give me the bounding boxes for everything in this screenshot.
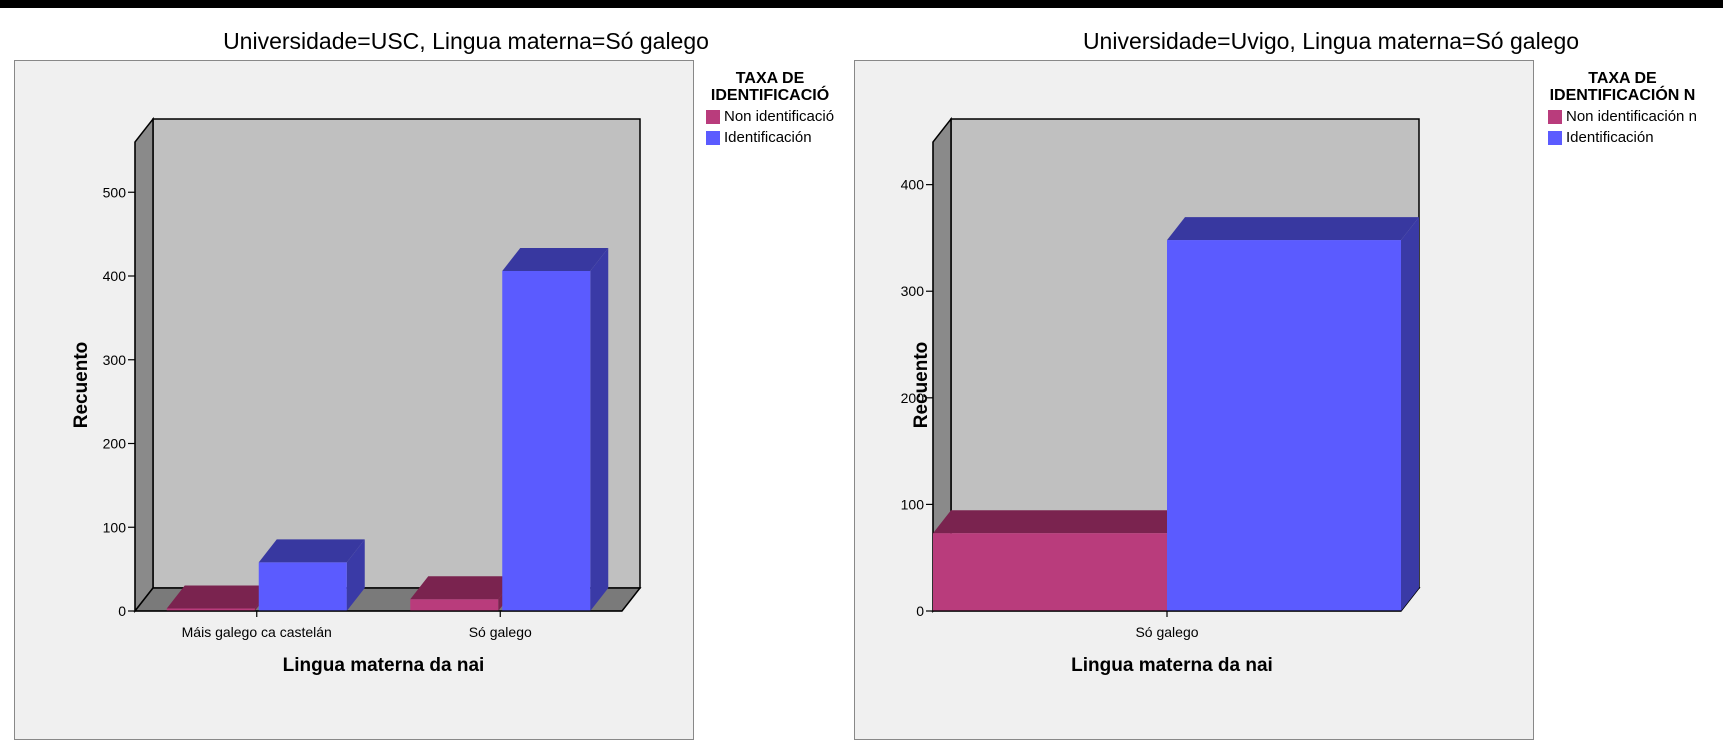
bar-non-identificacion [410, 599, 499, 611]
panel-2-frame: 0 100 200 300 400 Só galego Lingua materna da … [854, 60, 1534, 740]
bar-non-identificacion [166, 608, 255, 611]
bar-identificacion [258, 562, 347, 611]
panel-2-chart: 0 100 200 300 400 Só galego Lingua materna da … [901, 116, 1421, 676]
panel-1-frame: 0 100 200 300 400 500 Máis galego ca castelán S… [14, 60, 694, 740]
bar-identificacion-side [1401, 217, 1419, 611]
y-tick-label: 100 [103, 519, 127, 535]
bar-non-identificacion-top [933, 510, 1185, 534]
y-tick-label: 400 [103, 268, 127, 284]
y-tick-label: 300 [901, 283, 925, 299]
y-tick-label: 0 [916, 603, 924, 619]
legend-item-non: Non identificación n [1548, 108, 1697, 125]
side-wall [134, 116, 154, 614]
legend-title: TAXA DE IDENTIFICACIÓ [710, 70, 830, 104]
y-axis-title: Recuento [911, 342, 932, 429]
y-tick-label: 200 [103, 436, 127, 452]
y-axis-title: Recuento [71, 342, 92, 429]
y-tick-label: 100 [901, 496, 925, 512]
bar-identificacion [502, 270, 591, 611]
bar-non-identificacion [933, 533, 1167, 611]
bar-identificacion-side [590, 247, 609, 611]
y-tick-label: 300 [103, 352, 127, 368]
legend-swatch [1548, 130, 1562, 145]
bar-non-identificacion-top [166, 585, 273, 609]
y-tick-label: 0 [118, 603, 126, 619]
x-tick-label: Máis galego ca castelán [182, 624, 332, 640]
bar-identificacion [1167, 240, 1401, 611]
legend-label: Non identificación n [1566, 108, 1697, 125]
x-tick-label: Só galego [1135, 624, 1198, 640]
y-tick-label: 500 [103, 184, 127, 200]
panel-1-title: Universidade=USC, Lingua materna=Só gale… [223, 28, 709, 54]
legend-swatch [706, 130, 720, 145]
bar-identificacion-top [258, 539, 365, 563]
y-tick-label: 400 [901, 177, 925, 193]
x-tick-label: Só galego [469, 624, 532, 640]
bar-identificacion-top [502, 247, 609, 271]
legend-swatch [706, 109, 720, 124]
legend-item-ident: Identificación [706, 129, 834, 146]
legend-swatch [1548, 109, 1562, 124]
x-axis-title: Lingua materna da nai [1071, 655, 1273, 676]
legend-item-non: Non identificació [706, 108, 834, 125]
panel-2-title: Universidade=Uvigo, Lingua materna=Só ga… [1082, 28, 1580, 54]
panel-1-legend: TAXA DE IDENTIFICACIÓ Non identificació … [706, 70, 834, 146]
x-axis-title: Lingua materna da nai [283, 655, 485, 676]
panel-2-legend: TAXA DE IDENTIFICACIÓN N Non identificac… [1548, 70, 1697, 146]
bar-identificacion-top [1167, 217, 1419, 241]
panel-1-chart: 0 100 200 300 400 500 Máis galego ca castelán S… [71, 116, 642, 676]
top-border [0, 0, 1723, 8]
legend-label: Identificación [1566, 129, 1654, 146]
y-tick-label: 200 [901, 390, 925, 406]
bar-identificacion-side [346, 539, 365, 611]
legend-item-ident: Identificación [1548, 129, 1697, 146]
legend-title: TAXA DE IDENTIFICACIÓN N [1549, 70, 1696, 104]
legend-label: Identificación [724, 129, 812, 146]
bar-non-identificacion-top [410, 576, 517, 600]
legend-label: Non identificació [724, 108, 835, 125]
